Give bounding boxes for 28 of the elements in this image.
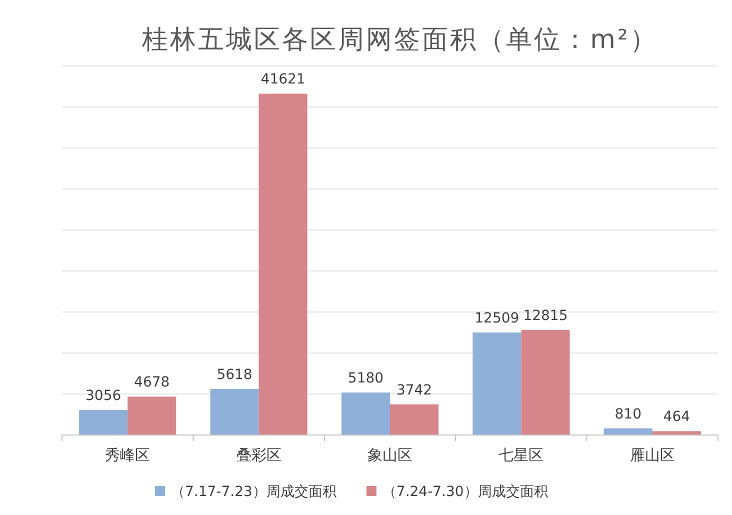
x-tick-label: 雁山区 xyxy=(630,446,675,464)
bar xyxy=(341,392,390,435)
data-label: 4678 xyxy=(134,374,170,391)
bar xyxy=(258,94,308,435)
bar xyxy=(652,431,701,435)
bar xyxy=(521,330,570,435)
data-label: 41621 xyxy=(260,72,306,88)
x-tick-label: 象山区 xyxy=(368,446,412,464)
legend-label: （7.17-7.23）周成交面积 xyxy=(171,484,336,500)
bar xyxy=(79,410,128,435)
legend-label: （7.24-7.30）周成交面积 xyxy=(382,484,548,500)
data-label: 3742 xyxy=(396,382,432,398)
data-label: 12509 xyxy=(474,310,520,326)
bar xyxy=(210,388,259,435)
chart-title: 桂林五城区各区周网签面积（单位：m²） xyxy=(141,25,658,55)
x-tick-label: 七星区 xyxy=(498,446,544,464)
data-label: 810 xyxy=(614,406,642,422)
data-label: 464 xyxy=(663,409,690,426)
bar xyxy=(390,404,439,435)
data-label: 12815 xyxy=(523,308,568,324)
x-tick-label: 叠彩区 xyxy=(236,446,282,464)
data-label: 5618 xyxy=(216,366,252,383)
bar xyxy=(472,332,522,435)
bar xyxy=(128,396,176,435)
x-tick-label: 秀峰区 xyxy=(105,446,150,464)
data-label: 3056 xyxy=(86,388,122,404)
bar xyxy=(604,428,652,435)
data-label: 5180 xyxy=(348,370,384,387)
